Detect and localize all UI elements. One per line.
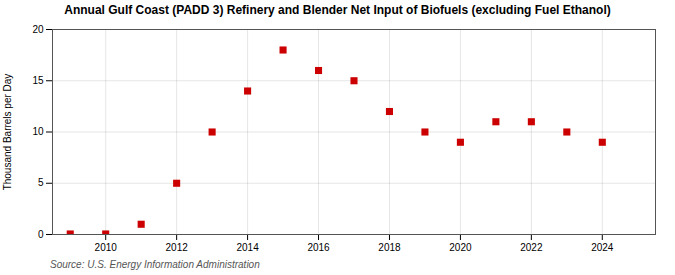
svg-text:2022: 2022 xyxy=(520,242,543,253)
svg-text:2012: 2012 xyxy=(166,242,189,253)
svg-text:2016: 2016 xyxy=(307,242,330,253)
svg-text:2020: 2020 xyxy=(449,242,472,253)
svg-text:15: 15 xyxy=(32,75,44,86)
svg-text:2014: 2014 xyxy=(236,242,259,253)
svg-text:5: 5 xyxy=(38,177,44,188)
svg-text:20: 20 xyxy=(32,24,44,35)
html-text:Annual Gulf Coast (PADD 3) Ref: Annual Gulf Coast (PADD 3) Refinery and … xyxy=(64,3,611,17)
svg-text:2018: 2018 xyxy=(378,242,401,253)
html-text:Source: U.S. Energy Informatio: Source: U.S. Energy Information Administ… xyxy=(50,259,260,270)
svg-text:2010: 2010 xyxy=(95,242,118,253)
svg-text:10: 10 xyxy=(32,126,44,137)
svg-text:Thousand Barrels per Day: Thousand Barrels per Day xyxy=(2,74,13,191)
svg-text:2024: 2024 xyxy=(591,242,614,253)
svg-text:0: 0 xyxy=(38,229,44,240)
